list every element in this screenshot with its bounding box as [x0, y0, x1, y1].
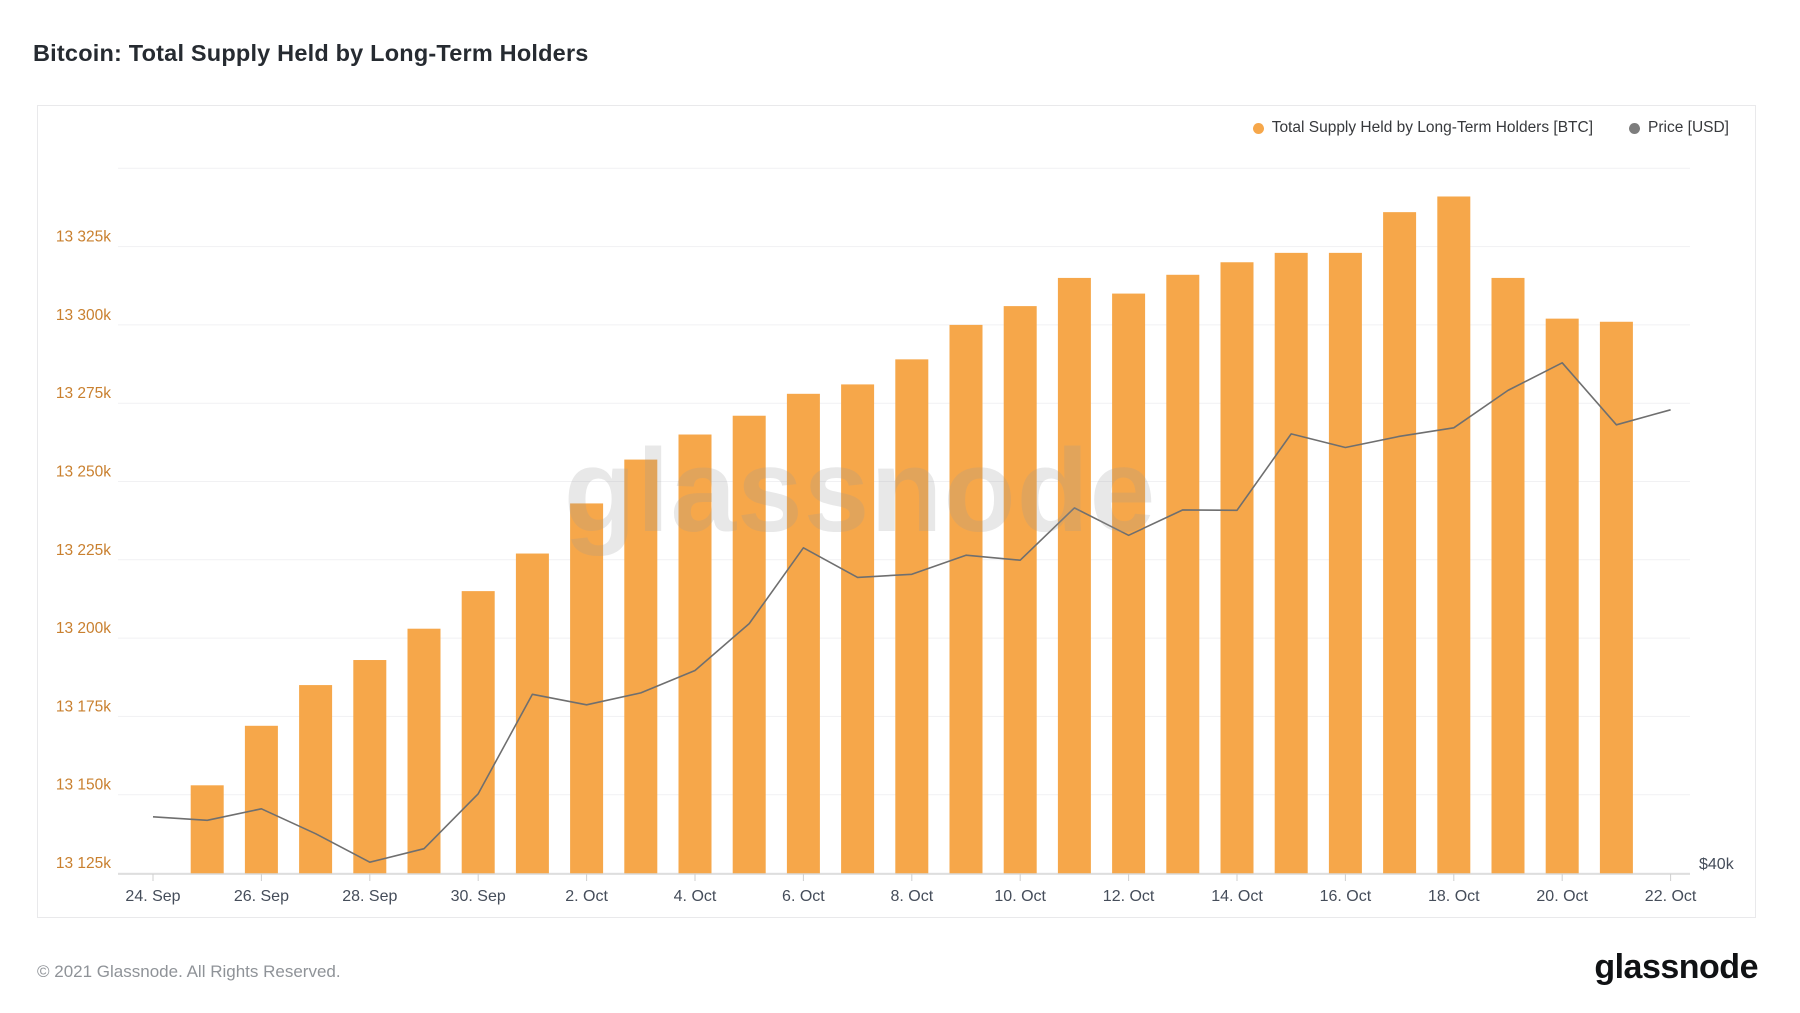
x-axis-label: 18. Oct [1428, 888, 1480, 905]
supply-bar [1599, 321, 1633, 874]
supply-bar [732, 415, 766, 874]
y-axis-label: 13 325k [56, 229, 111, 246]
price-line [152, 361, 1671, 864]
legend-label-price: Price [USD] [1648, 119, 1729, 136]
copyright-text: © 2021 Glassnode. All Rights Reserved. [37, 962, 341, 981]
chart-card: 13 125k 13 150k 13 175k 13 200k 13 225k 13 25… [37, 105, 1756, 918]
page-title: Bitcoin: Total Supply Held by Long-Term … [33, 40, 589, 66]
y-axis-label: 13 225k [56, 542, 111, 559]
supply-bar [1220, 262, 1254, 874]
x-axis-label: 20. Oct [1536, 888, 1588, 905]
x-axis-label: 2. Oct [565, 888, 608, 905]
x-axis-label: 28. Sep [342, 888, 397, 905]
legend-item-supply[interactable]: Total Supply Held by Long-Term Holders [… [1252, 119, 1594, 137]
supply-bar [190, 785, 224, 874]
supply-bar [1274, 252, 1308, 874]
supply-bar [895, 359, 929, 874]
x-axis-label: 12. Oct [1103, 888, 1155, 905]
supply-bar [244, 725, 278, 874]
supply-bar [515, 553, 549, 874]
legend: Total Supply Held by Long-Term Holders [… [1252, 119, 1729, 137]
supply-bar [407, 628, 441, 874]
supply-bar [1437, 196, 1471, 874]
legend-item-price[interactable]: Price [USD] [1629, 119, 1729, 137]
x-axis-label: 8. Oct [890, 888, 933, 905]
supply-bar [1545, 318, 1579, 874]
supply-bar [461, 591, 495, 874]
x-axis-label: 16. Oct [1320, 888, 1372, 905]
supply-bar [1166, 274, 1200, 875]
chart-canvas: 13 125k 13 150k 13 175k 13 200k 13 225k 13 25… [56, 167, 1735, 905]
y-axis-label: 13 175k [56, 698, 111, 715]
x-axis-label: 26. Sep [234, 888, 289, 905]
supply-bar [1491, 277, 1525, 874]
supply-bar [1328, 252, 1362, 874]
y-axis-label: 13 200k [56, 620, 111, 637]
supply-bar [1003, 306, 1037, 874]
glassnode-logo[interactable]: glassnode [1594, 948, 1758, 986]
supply-bar [841, 384, 875, 874]
x-axis-label: 30. Sep [451, 888, 506, 905]
y-axis-label: 13 150k [56, 777, 111, 794]
x-axis-label: 24. Sep [125, 888, 180, 905]
y-axis-label: 13 125k [56, 855, 111, 872]
supply-bar [353, 660, 387, 874]
legend-label-supply: Total Supply Held by Long-Term Holders [… [1271, 119, 1594, 136]
supply-bar [1057, 277, 1091, 874]
supply-bar [624, 459, 658, 874]
supply-bar [786, 393, 820, 874]
price-series-dot-icon [1629, 122, 1641, 134]
x-axis-label: 6. Oct [782, 888, 825, 905]
supply-bar [949, 324, 983, 874]
x-axis-label: 14. Oct [1211, 888, 1263, 905]
supply-bar [1383, 212, 1417, 874]
supply-bar [678, 434, 712, 874]
x-axis-label: 22. Oct [1645, 888, 1697, 905]
x-axis-label: 4. Oct [674, 888, 717, 905]
price-axis-label: $40k [1699, 856, 1735, 873]
y-axis-label: 13 275k [56, 385, 111, 402]
supply-bar [1112, 293, 1146, 874]
supply-series-dot-icon [1252, 122, 1264, 134]
y-axis-label: 13 250k [56, 464, 111, 481]
supply-bar [570, 503, 604, 874]
supply-bar [299, 685, 333, 874]
x-axis-label: 10. Oct [994, 888, 1046, 905]
y-axis-label: 13 300k [56, 307, 111, 324]
